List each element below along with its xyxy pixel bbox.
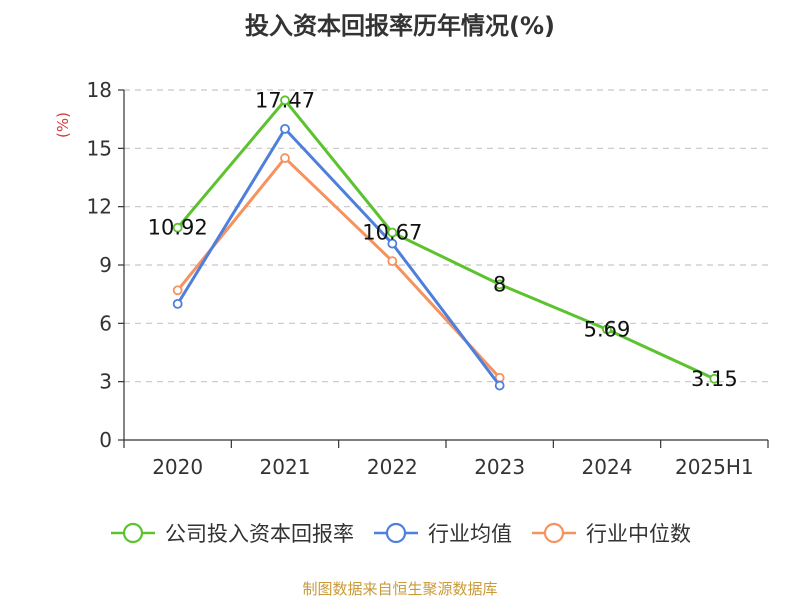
- data-point: [494, 279, 505, 290]
- legend-label: 公司投入资本回报率: [165, 522, 354, 546]
- data-point: [602, 324, 612, 335]
- data-point: [387, 227, 398, 238]
- data-point: [172, 222, 183, 233]
- x-tick-label: 2021: [260, 455, 311, 479]
- data-point: [172, 298, 183, 309]
- data-label: 17.47: [255, 88, 315, 112]
- data-source-note: 制图数据来自恒生聚源数据库: [302, 580, 498, 598]
- data-point: [172, 285, 183, 296]
- legend-swatch: [111, 522, 155, 544]
- data-point: [387, 256, 398, 267]
- data-label: 10.92: [148, 216, 208, 240]
- legend-item: 行业均值: [372, 518, 512, 548]
- data-label: 5.69: [584, 317, 631, 341]
- data-point: [709, 373, 720, 384]
- data-label: 10.67: [362, 221, 422, 245]
- y-tick-label: 9: [99, 253, 112, 277]
- y-tick-label: 3: [99, 370, 112, 394]
- data-label: 8: [493, 272, 506, 296]
- series-line: [176, 127, 501, 387]
- data-point: [494, 380, 505, 391]
- legend-swatch: [532, 522, 576, 544]
- x-tick-label: 2020: [152, 455, 203, 479]
- data-point: [387, 238, 398, 249]
- legend-swatch: [374, 522, 418, 544]
- chart-legend: 公司投入资本回报率 行业均值 行业中位数: [0, 518, 800, 548]
- x-tick-label: 2022: [367, 455, 418, 479]
- y-tick-label: 12: [87, 195, 112, 219]
- x-tick-label: 2024: [582, 455, 633, 479]
- y-tick-label: 0: [99, 428, 112, 452]
- data-point: [280, 95, 290, 106]
- chart-title: 投入资本回报率历年情况(%): [245, 12, 555, 40]
- legend-label: 行业均值: [428, 522, 512, 546]
- y-tick-label: 15: [87, 136, 112, 160]
- legend-item: 公司投入资本回报率: [109, 518, 354, 548]
- data-point: [280, 153, 290, 163]
- y-axis-label: (%): [54, 112, 72, 138]
- y-tick-label: 18: [87, 78, 112, 102]
- series-line: [176, 156, 501, 379]
- y-tick-label: 6: [99, 311, 112, 335]
- series-line: [176, 98, 715, 381]
- legend-item: 行业中位数: [530, 518, 691, 548]
- legend-label: 行业中位数: [586, 522, 691, 546]
- x-tick-label: 2025H1: [675, 455, 754, 479]
- x-tick-label: 2023: [474, 455, 525, 479]
- data-label: 3.15: [691, 367, 738, 391]
- data-point: [280, 123, 290, 134]
